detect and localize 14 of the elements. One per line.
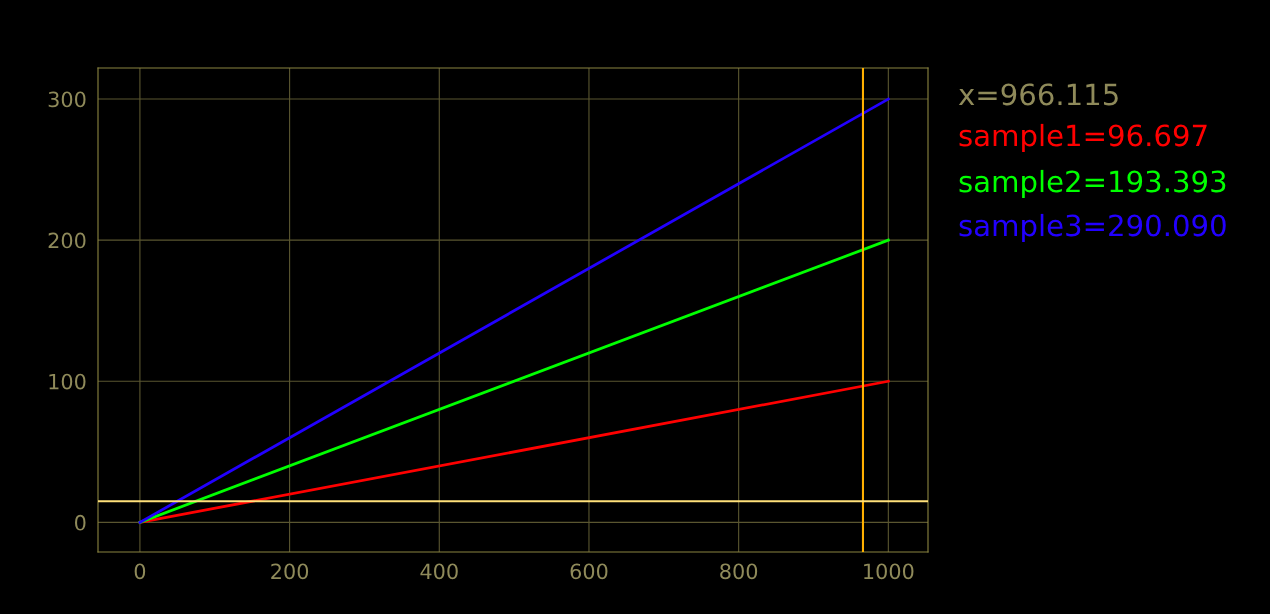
- x-tick-label: 600: [570, 563, 608, 580]
- y-tick-label: 200: [48, 232, 86, 249]
- x-tick-label: 400: [420, 563, 458, 580]
- text: sample1=96.697: [959, 123, 1207, 153]
- y-tick-label: 0: [75, 514, 86, 531]
- y-tick-label: 100: [49, 373, 86, 390]
- x-tick-label: 200: [271, 563, 309, 580]
- x-tick-label: 800: [720, 563, 758, 580]
- text: sample3=290.090: [959, 213, 1226, 243]
- text: sample2=193.393: [959, 169, 1226, 199]
- x-tick-label: 1000: [864, 563, 914, 580]
- y-tick-label: 300: [48, 91, 86, 108]
- text: x=966.115: [958, 83, 1118, 106]
- x-tick-label: 0: [134, 563, 146, 580]
